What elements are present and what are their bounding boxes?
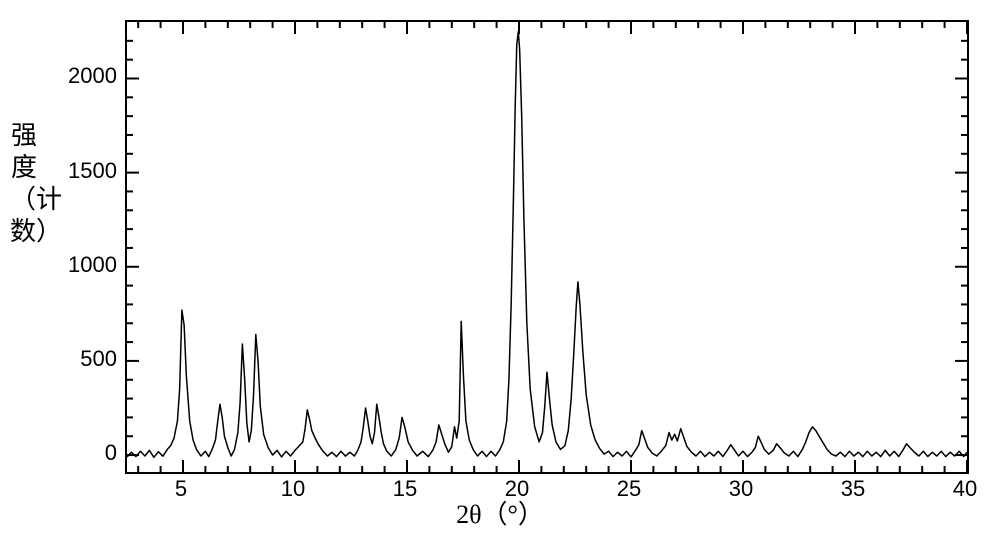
xrd-chart-figure: 强度（计数） 2θ（°） 510152025303540050010001500… (0, 0, 1000, 537)
plot-area (125, 20, 969, 474)
x-tick-label: 20 (505, 476, 529, 502)
x-tick-label: 10 (281, 476, 305, 502)
y-tick-label: 1000 (68, 252, 117, 278)
x-tick-label: 40 (953, 476, 977, 502)
y-tick-label: 1500 (68, 158, 117, 184)
x-tick-label: 25 (617, 476, 641, 502)
x-tick-label: 15 (393, 476, 417, 502)
y-axis-label: 强度（计数） (10, 120, 38, 248)
y-tick-label: 2000 (68, 63, 117, 89)
x-tick-label: 5 (175, 476, 187, 502)
y-tick-label: 500 (80, 346, 117, 372)
x-tick-label: 30 (729, 476, 753, 502)
x-tick-label: 35 (841, 476, 865, 502)
y-tick-label: 0 (105, 440, 117, 466)
